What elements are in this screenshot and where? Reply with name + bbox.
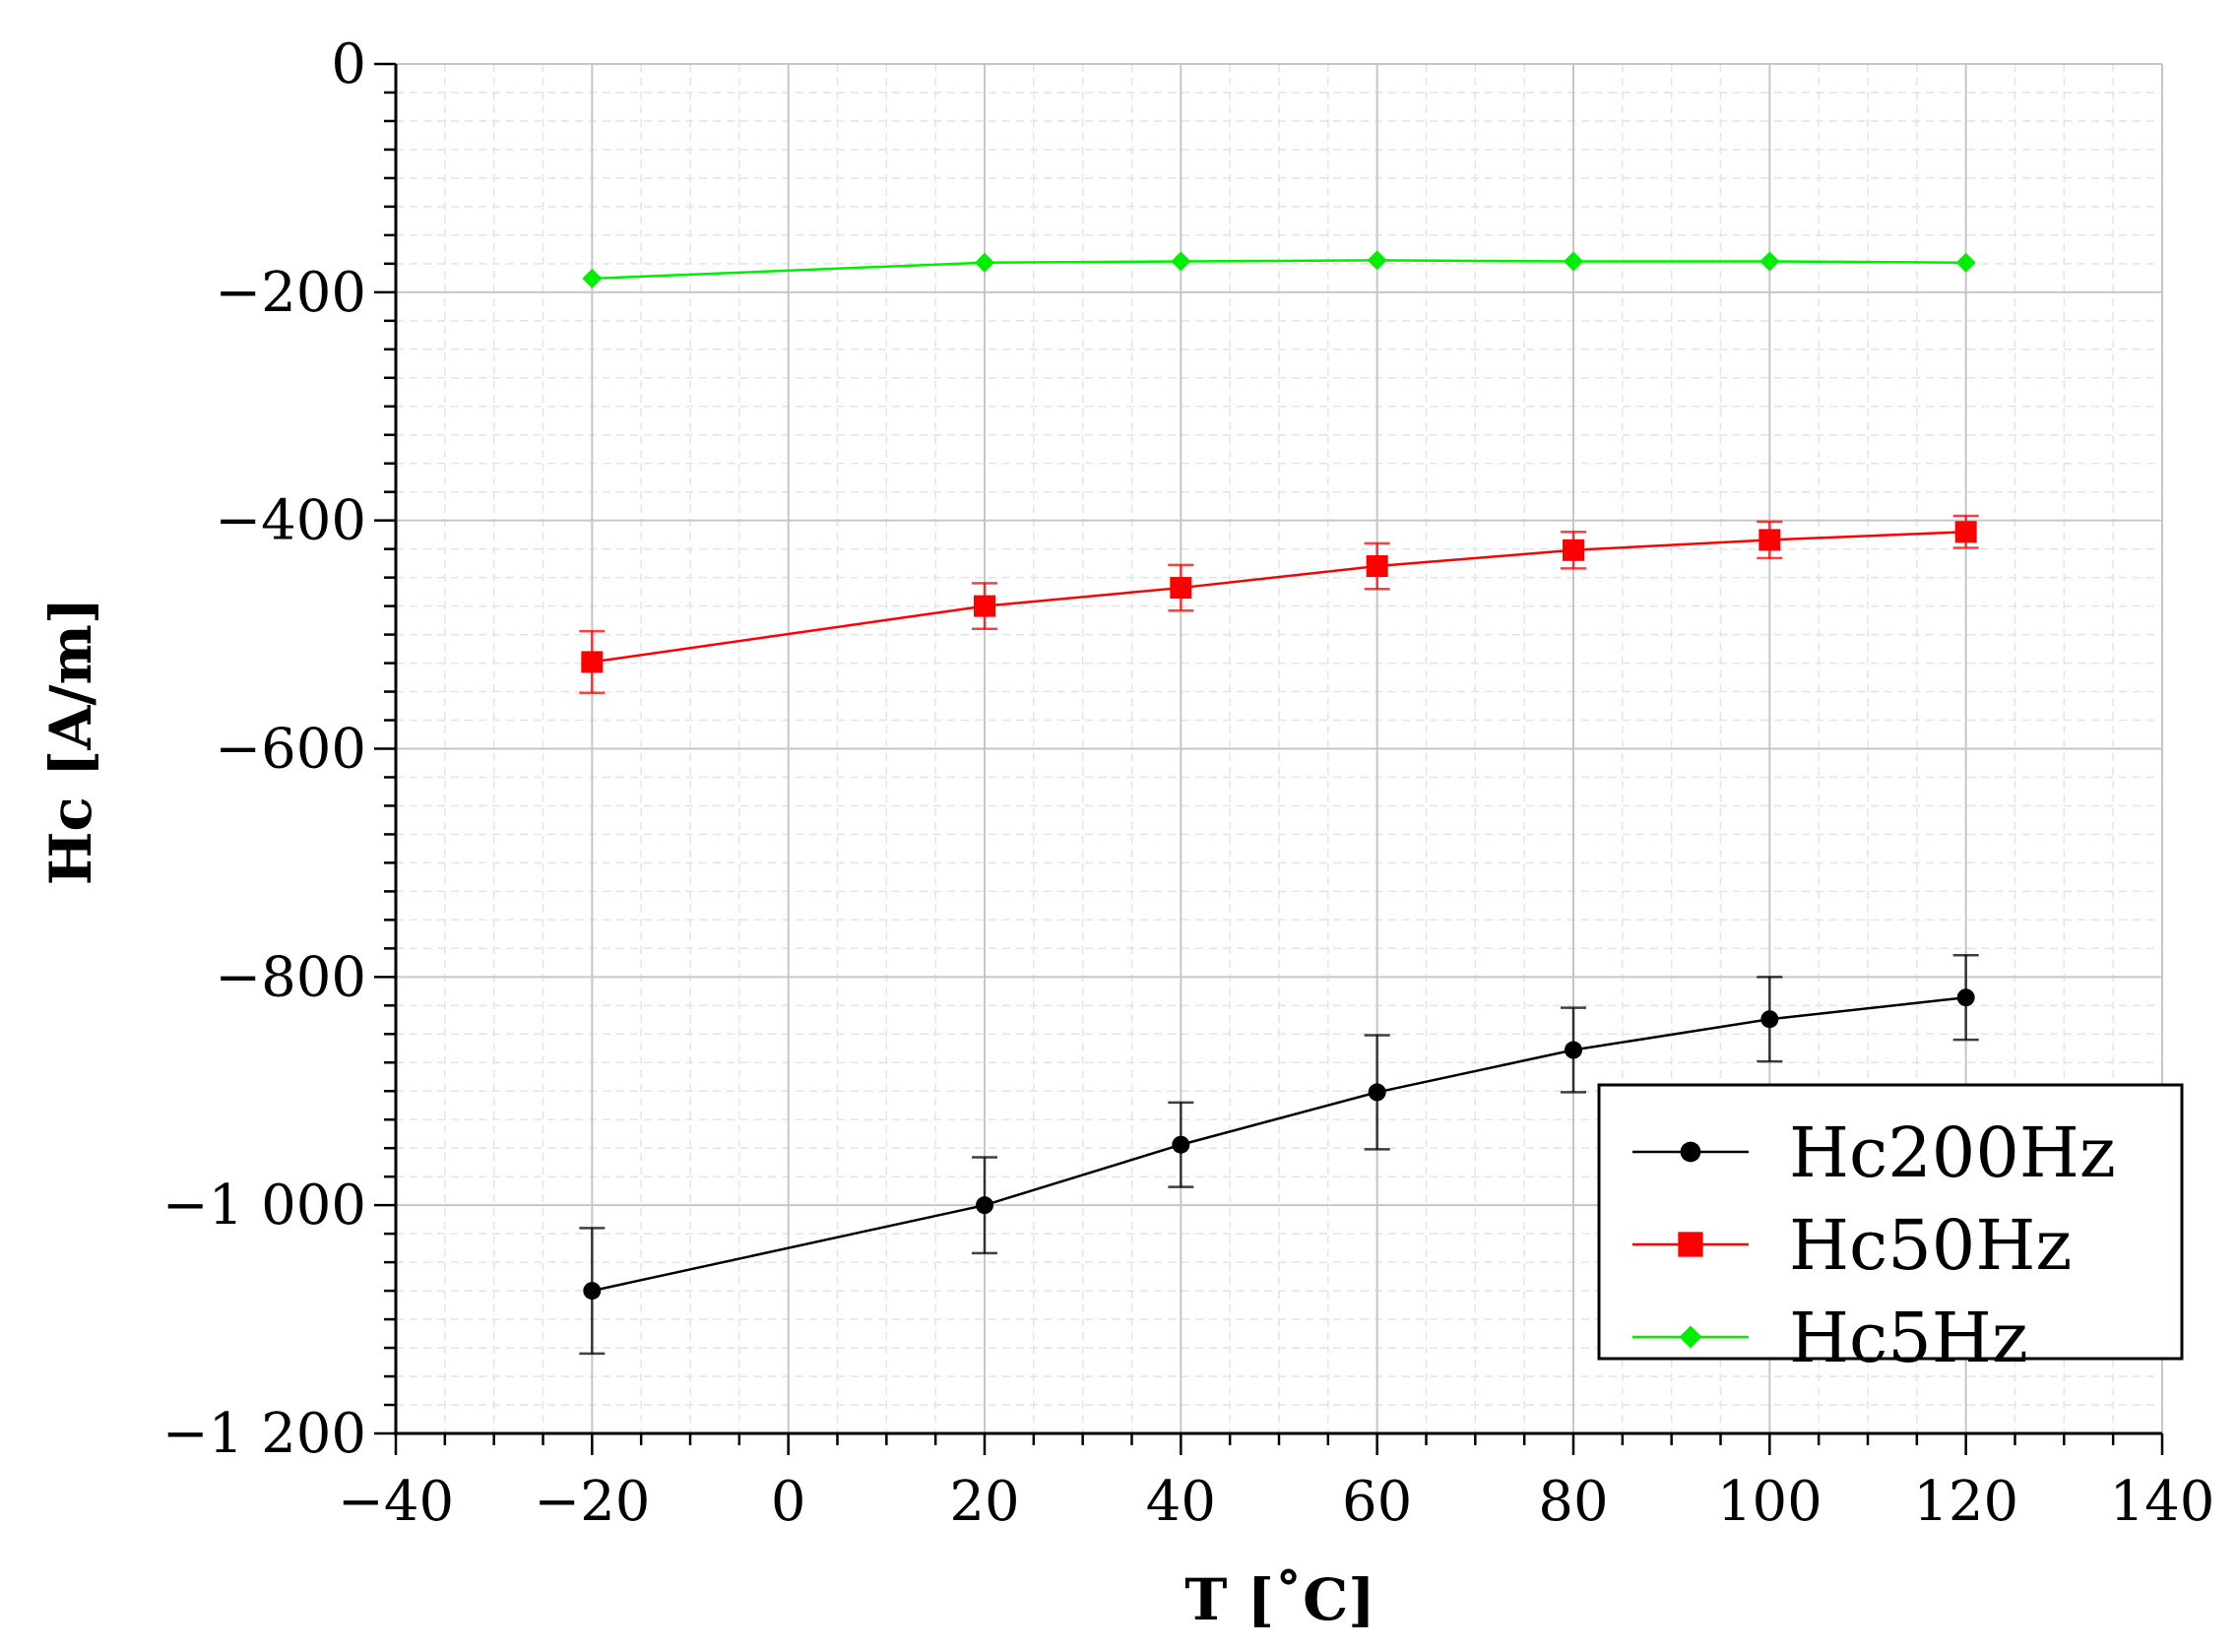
data-point-hc50hz [1758,529,1781,551]
legend-label: Hc50Hz [1789,1205,2072,1286]
x-tick-label: −40 [338,1470,454,1534]
y-tick-label: −400 [215,489,366,553]
x-axis-ticks: −40 −20 0 20 40 60 80 100 120 140 [338,1433,2215,1534]
legend-label: Hc5Hz [1789,1298,2028,1378]
series-hc5hz [582,250,1976,288]
data-point-hc200hz [1172,1135,1190,1154]
data-point-hc5hz [1955,252,1976,273]
plot-area [579,250,1979,1356]
x-tick-label: 140 [2110,1470,2215,1534]
legend-marker [1680,1141,1701,1163]
data-point-hc5hz [1564,251,1583,272]
x-tick-label: 20 [949,1470,1019,1534]
legend-marker [1679,1325,1702,1349]
data-point-hc5hz [1367,250,1387,271]
legend: Hc200Hz Hc50Hz Hc5Hz [1597,1083,2184,1378]
x-tick-label: 0 [771,1470,806,1534]
data-point-hc50hz [1563,539,1584,561]
x-tick-label: 60 [1342,1470,1412,1534]
series-hc50hz [579,514,1979,694]
legend-box [1597,1083,2184,1361]
data-point-hc200hz [1565,1041,1582,1059]
data-point-hc50hz [1170,577,1192,600]
x-axis-title: T [˚C] [1184,1566,1374,1633]
data-point-hc200hz [976,1196,993,1215]
legend-item-hc5hz: Hc5Hz [1632,1298,2028,1378]
y-tick-label: −200 [215,261,366,325]
data-point-hc200hz [1760,1010,1779,1029]
data-point-hc50hz [974,595,995,617]
data-point-hc200hz [1956,988,1975,1007]
data-point-hc200hz [1368,1083,1386,1102]
data-point-hc50hz [1366,555,1388,578]
x-tick-label: 100 [1717,1470,1822,1534]
x-tick-label: 80 [1538,1470,1608,1534]
x-tick-label: 120 [1913,1470,2018,1534]
data-point-hc50hz [1954,521,1977,543]
legend-item-hc50hz: Hc50Hz [1632,1205,2072,1286]
data-point-hc5hz [975,252,994,273]
data-point-hc50hz [581,651,604,673]
data-point-hc5hz [1171,251,1191,272]
data-point-hc200hz [583,1282,602,1301]
legend-item-hc200hz: Hc200Hz [1632,1112,2116,1193]
legend-marker [1678,1232,1703,1257]
data-point-hc5hz [582,268,603,288]
data-point-hc5hz [1759,251,1780,272]
x-tick-label: 40 [1146,1470,1216,1534]
y-tick-label: −1 000 [162,1174,366,1238]
y-tick-label: −600 [215,718,366,782]
x-tick-label: −20 [534,1470,650,1534]
y-axis-ticks: 0 −200 −400 −600 −800 −1 000 −1 200 [162,32,396,1466]
y-tick-label: −1 200 [162,1402,366,1466]
y-tick-label: 0 [331,32,366,96]
series-hc200hz [579,954,1979,1356]
y-axis-title: Hc [A/m] [37,598,104,886]
y-tick-label: −800 [215,945,366,1009]
legend-label: Hc200Hz [1789,1112,2116,1193]
